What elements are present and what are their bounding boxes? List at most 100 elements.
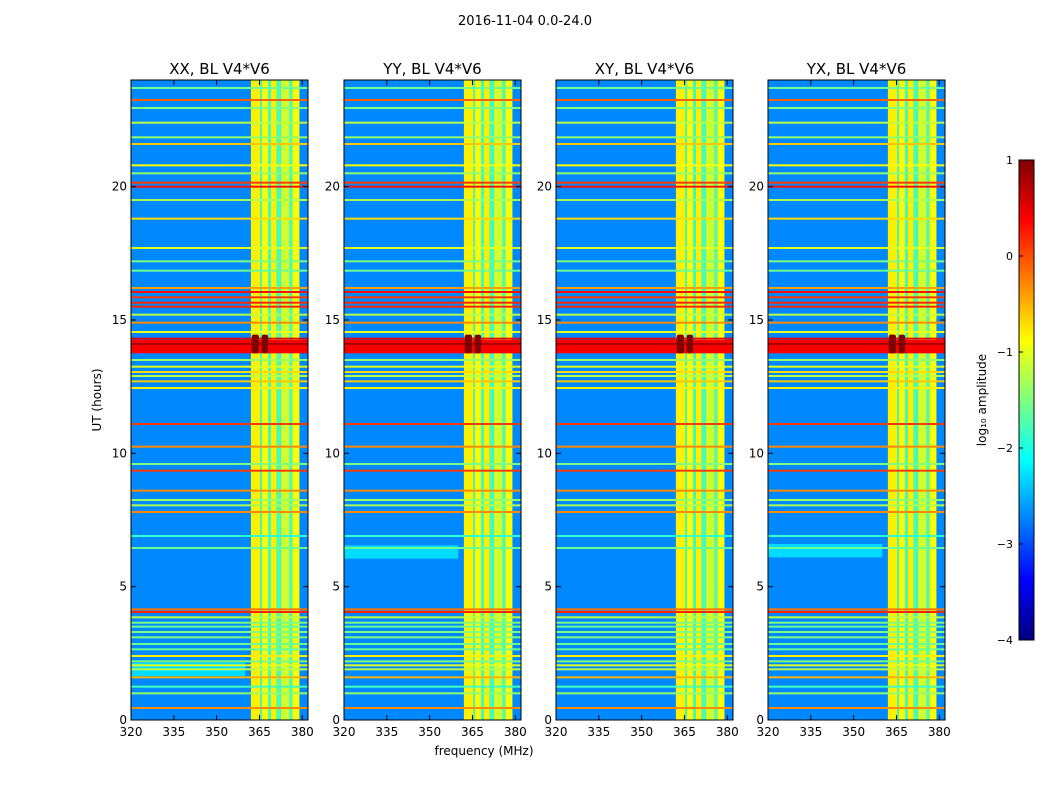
rfi-line bbox=[131, 136, 308, 139]
rfi-line bbox=[131, 685, 308, 688]
rfi-line bbox=[131, 343, 308, 345]
rfi-line bbox=[556, 371, 733, 373]
rfi-line bbox=[768, 172, 945, 175]
rfi-line bbox=[556, 463, 733, 465]
rfi-line bbox=[768, 643, 945, 645]
rfi-line bbox=[131, 616, 308, 619]
colorbar-label: log₁₀ amplitude bbox=[975, 354, 989, 446]
rfi-line bbox=[556, 181, 733, 184]
interference-band bbox=[917, 80, 927, 720]
rfi-line bbox=[768, 664, 945, 667]
rfi-line bbox=[344, 199, 521, 201]
colorbar-tick-label: −3 bbox=[997, 538, 1013, 551]
rfi-line bbox=[344, 668, 521, 671]
rfi-line bbox=[768, 504, 945, 507]
rfi-line bbox=[131, 664, 308, 667]
interference-band bbox=[463, 80, 474, 720]
rfi-line bbox=[131, 143, 308, 145]
axes-frame bbox=[343, 79, 522, 721]
x-tick-label: 365 bbox=[673, 725, 696, 739]
y-tick-label: 20 bbox=[749, 180, 764, 194]
rfi-line bbox=[768, 260, 945, 263]
rfi-line bbox=[344, 655, 521, 657]
rfi-line bbox=[556, 631, 733, 633]
x-tick-label: 320 bbox=[333, 725, 356, 739]
rfi-line bbox=[344, 375, 521, 377]
rfi-line bbox=[768, 291, 945, 293]
rfi-line bbox=[556, 337, 733, 340]
x-tick-label: 350 bbox=[418, 725, 441, 739]
rfi-line bbox=[131, 305, 308, 308]
rfi-line bbox=[344, 685, 521, 688]
rfi-line bbox=[344, 692, 521, 695]
rfi-line bbox=[768, 296, 945, 299]
y-tick-label: 10 bbox=[749, 446, 764, 460]
rfi-line bbox=[131, 291, 308, 293]
band-gap bbox=[926, 80, 930, 720]
interference-band bbox=[907, 80, 914, 720]
rfi-line bbox=[131, 380, 308, 383]
x-tick-label: 380 bbox=[291, 725, 314, 739]
rfi-line bbox=[344, 621, 521, 624]
rfi-line bbox=[131, 631, 308, 633]
rfi-line bbox=[556, 504, 733, 507]
rfi-line bbox=[344, 301, 521, 304]
interference-band bbox=[292, 80, 300, 720]
y-tick-label: 20 bbox=[325, 180, 340, 194]
band-gap bbox=[905, 80, 908, 720]
rfi-line bbox=[556, 185, 733, 188]
rfi-line bbox=[344, 547, 521, 549]
interference-band bbox=[717, 80, 725, 720]
rfi-line bbox=[131, 547, 308, 549]
rfi-line bbox=[131, 269, 308, 272]
rfi-line bbox=[768, 365, 945, 368]
rfi-line bbox=[131, 287, 308, 289]
colorbar-gradient bbox=[1018, 159, 1035, 641]
rfi-line bbox=[344, 371, 521, 373]
rfi-line bbox=[768, 269, 945, 272]
rfi-line bbox=[131, 99, 308, 101]
rfi-line bbox=[344, 247, 521, 249]
band-gap bbox=[473, 80, 475, 720]
rfi-line bbox=[768, 423, 945, 425]
rfi-line bbox=[131, 337, 308, 340]
rfi-line bbox=[344, 87, 521, 89]
rfi-line bbox=[556, 269, 733, 272]
rfi-line bbox=[344, 337, 521, 340]
rfi-line bbox=[556, 321, 733, 324]
rfi-line bbox=[131, 185, 308, 188]
rfi-line bbox=[556, 616, 733, 619]
rfi-line bbox=[344, 707, 521, 709]
rfi-line bbox=[344, 660, 521, 663]
figure-suptitle: 2016-11-04 0.0-24.0 bbox=[458, 14, 592, 29]
interference-band bbox=[250, 80, 261, 720]
rfi-line bbox=[768, 692, 945, 695]
rfi-line bbox=[556, 301, 733, 304]
rfi-line bbox=[556, 655, 733, 657]
rfi-line bbox=[768, 685, 945, 688]
rfi-line bbox=[344, 676, 521, 679]
rfi-line bbox=[131, 504, 308, 507]
x-tick-label: 380 bbox=[716, 725, 739, 739]
x-tick-label: 380 bbox=[504, 725, 527, 739]
rfi-line bbox=[556, 296, 733, 299]
rfi-line bbox=[131, 87, 308, 89]
rfi-line bbox=[556, 643, 733, 645]
rfi-line bbox=[131, 217, 308, 220]
rfi-hotspot bbox=[676, 334, 684, 354]
rfi-line bbox=[556, 380, 733, 383]
rfi-line bbox=[768, 337, 945, 340]
rfi-smear bbox=[344, 340, 521, 354]
rfi-line bbox=[131, 247, 308, 249]
rfi-line bbox=[556, 535, 733, 537]
interference-band bbox=[505, 80, 513, 720]
rfi-line bbox=[344, 172, 521, 175]
interference-band bbox=[695, 80, 702, 720]
y-tick-label: 0 bbox=[332, 713, 340, 727]
rfi-line bbox=[344, 499, 521, 501]
interference-band bbox=[261, 80, 269, 720]
rfi-line bbox=[344, 269, 521, 272]
rfi-line bbox=[556, 387, 733, 389]
rfi-line bbox=[131, 463, 308, 465]
rfi-line bbox=[768, 387, 945, 389]
